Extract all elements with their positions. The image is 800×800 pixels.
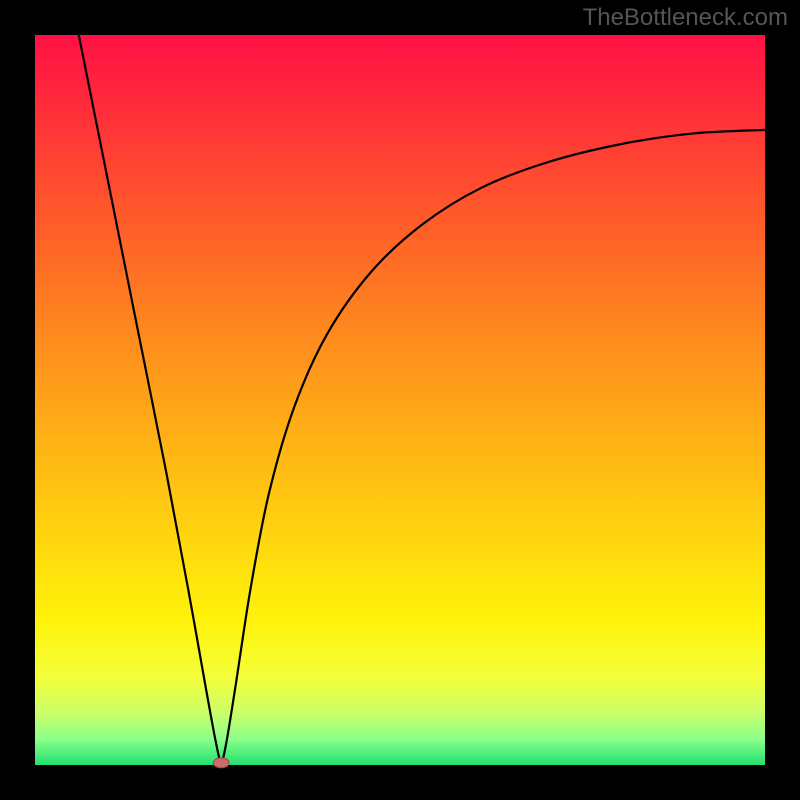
chart-stage: TheBottleneck.com [0,0,800,800]
optimum-marker [213,758,229,768]
bottleneck-chart [0,0,800,800]
gradient-background [35,35,765,765]
